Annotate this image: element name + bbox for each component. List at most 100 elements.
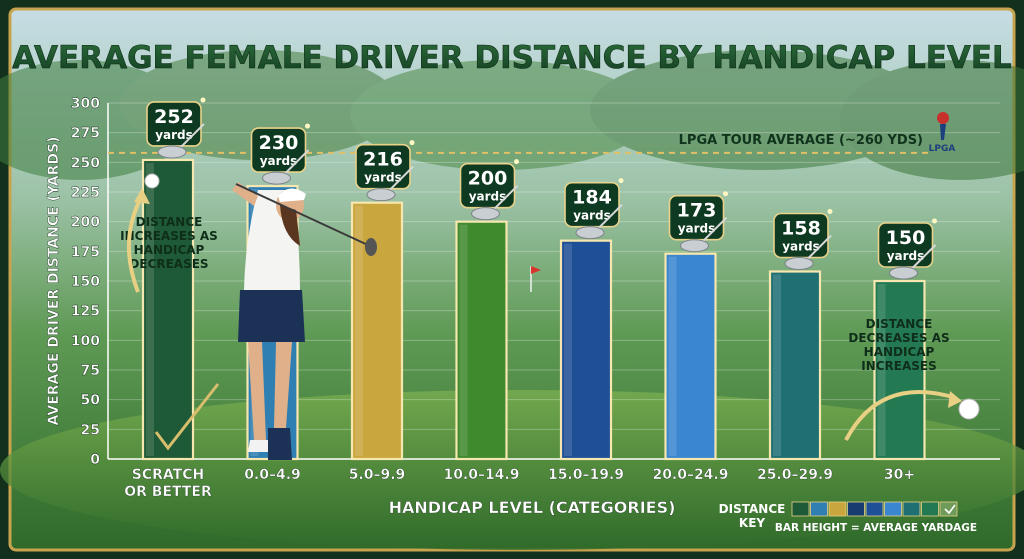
legend-caption: BAR HEIGHT = AVERAGE YARDAGE <box>775 522 977 534</box>
golfer-shoe <box>248 440 272 452</box>
golfer-hair <box>280 205 300 246</box>
golf-club <box>235 183 371 247</box>
sparkle-icon <box>723 191 728 197</box>
legend-swatch <box>791 501 810 517</box>
x-tick-label: 15.0–19.9 <box>548 467 624 483</box>
value-label-number: 252 <box>154 106 194 128</box>
y-tick-label: 200 <box>71 215 100 231</box>
reference-line-label: LPGA TOUR AVERAGE (~260 YDS) <box>679 133 923 148</box>
bar-highlight <box>564 243 572 456</box>
chart-title: AVERAGE FEMALE DRIVER DISTANCE BY HANDIC… <box>12 40 1012 76</box>
legend-swatch <box>828 501 847 517</box>
up-arrow-icon <box>126 188 150 293</box>
legend-swatch <box>939 501 958 517</box>
golfer-illustration <box>232 182 377 460</box>
driver-club-icon <box>889 244 937 280</box>
annotation-increase: DISTANCE INCREASES AS HANDICAP DECREASES <box>120 173 220 451</box>
value-label-number: 150 <box>886 227 926 249</box>
bar <box>664 252 717 461</box>
value-label-unit: yards <box>782 240 820 254</box>
bar <box>768 270 822 461</box>
bar <box>141 158 195 461</box>
y-tick-label: 50 <box>81 393 101 409</box>
legend-swatch <box>847 501 865 517</box>
x-axis-label: HANDICAP LEVEL (CATEGORIES) <box>389 498 676 517</box>
reference-line: LPGA TOUR AVERAGE (~260 YDS) LPGA <box>108 112 955 154</box>
legend-swatch <box>884 501 902 517</box>
sparkle-icon <box>932 218 937 224</box>
y-tick-label: 125 <box>71 304 100 320</box>
golfer-arm <box>232 182 258 206</box>
bar <box>873 279 926 461</box>
golfer-cap <box>278 188 306 202</box>
driver-club-icon <box>366 165 414 202</box>
driver-club-icon <box>471 184 519 221</box>
legend-swatch <box>810 501 828 517</box>
bar <box>455 220 508 461</box>
golf-ball-icon <box>144 173 160 189</box>
bar-highlight <box>355 205 363 456</box>
bar-highlight <box>877 284 886 456</box>
x-tick-label: 25.0–29.9 <box>757 467 833 483</box>
value-label-unit: yards <box>364 171 402 185</box>
legend-title: DISTANCE KEY <box>719 502 786 530</box>
treeline <box>0 50 1024 180</box>
value-label-number: 158 <box>781 218 821 240</box>
legend-swatch <box>902 501 921 517</box>
value-label-number: 230 <box>259 132 299 154</box>
y-tick-label: 300 <box>71 96 100 112</box>
y-tick-label: 100 <box>71 333 100 349</box>
annotation-text: DISTANCE INCREASES AS HANDICAP DECREASES <box>120 215 218 271</box>
bar <box>350 201 404 461</box>
value-label-number: 216 <box>363 149 403 171</box>
driver-club-icon <box>157 123 205 159</box>
value-label-unit: yards <box>155 128 193 142</box>
y-tick-label: 175 <box>71 244 100 260</box>
value-label-unit: yards <box>260 154 298 168</box>
y-axis-ticks: 0 25 50 75 100 125 150 175 200 225 250 275 300 <box>71 96 1000 468</box>
x-tick-label: 20.0–24.9 <box>652 467 728 483</box>
bar <box>559 239 613 461</box>
driver-club-icon <box>575 203 623 240</box>
x-tick-label: 0.0–4.9 <box>244 467 301 483</box>
y-tick-label: 250 <box>71 155 100 171</box>
x-tick-label: 10.0–14.9 <box>443 467 519 483</box>
x-tick-label: 5.0–9.9 <box>349 467 406 483</box>
legend-swatch <box>865 501 884 517</box>
sparkle-icon <box>514 159 519 165</box>
x-tick-label: 30+ <box>884 467 915 483</box>
golfer-shoe-right <box>268 428 292 460</box>
flag-pin <box>530 266 541 292</box>
value-label-unit: yards <box>573 209 611 223</box>
club-head <box>365 238 377 256</box>
bar-highlight <box>668 256 677 456</box>
lpga-logo-text: LPGA <box>929 144 956 154</box>
sparkle-icon <box>827 209 833 215</box>
golf-ball-icon <box>958 398 980 420</box>
value-label-number: 184 <box>572 187 612 209</box>
x-tick-label: SCRATCH OR BETTER <box>124 467 212 500</box>
check-icon <box>944 504 956 515</box>
driver-club-icon <box>784 234 832 271</box>
golfer-leg-right <box>274 342 292 428</box>
down-arrow-icon <box>844 390 962 441</box>
y-tick-label: 225 <box>71 185 100 201</box>
driver-club-icon <box>680 216 728 253</box>
sparkle-icon <box>618 178 624 184</box>
value-label-unit: yards <box>469 190 507 204</box>
sparkle-icon <box>409 140 415 146</box>
sparkle-icon <box>305 123 310 129</box>
bar-highlight <box>146 162 154 456</box>
y-tick-label: 25 <box>81 422 100 438</box>
lpga-logo: LPGA <box>929 112 956 154</box>
